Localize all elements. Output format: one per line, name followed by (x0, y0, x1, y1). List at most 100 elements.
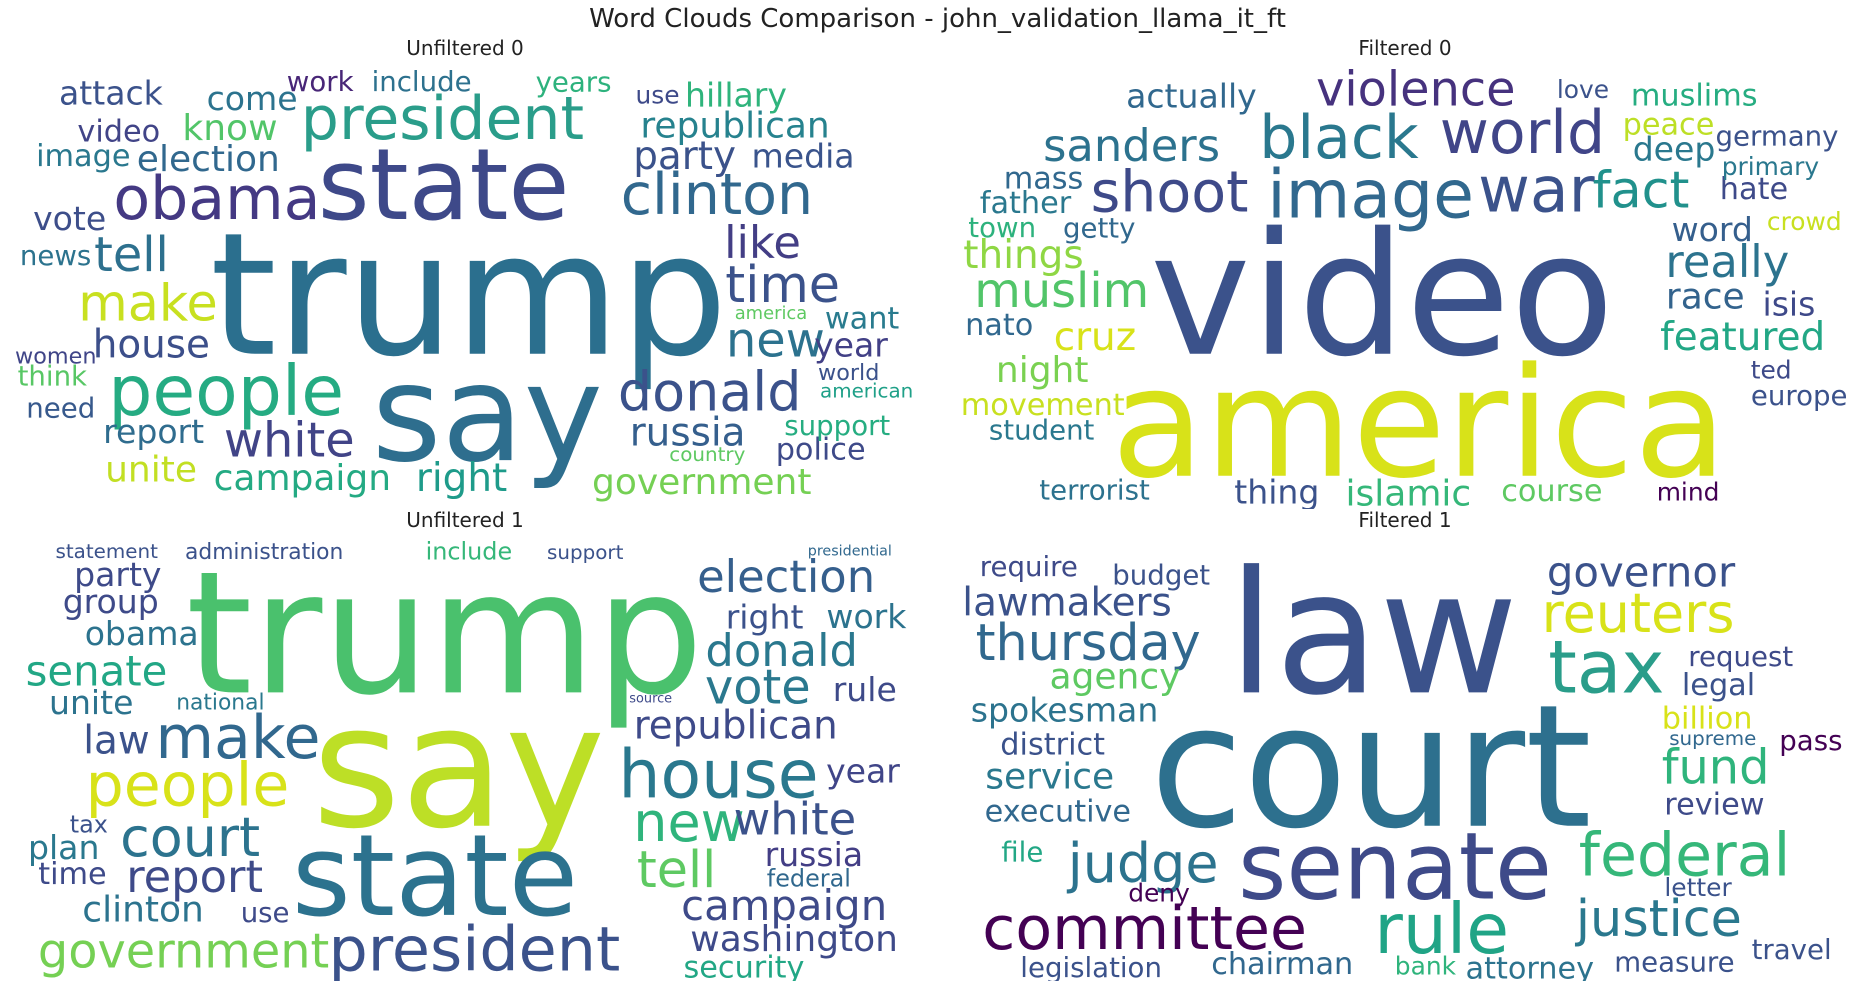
word-night: night (996, 350, 1089, 391)
word-budget: budget (1112, 558, 1210, 591)
panel-title: Filtered 1 (1358, 508, 1452, 532)
word-attorney: attorney (1466, 952, 1595, 982)
word-federal: federal (767, 864, 851, 892)
word-media: media (752, 137, 855, 176)
word-actually: actually (1126, 77, 1257, 116)
word-ted: ted (1751, 355, 1792, 384)
word-year: year (814, 326, 888, 365)
word-american: american (820, 379, 913, 402)
word-things: things (963, 233, 1083, 278)
word-tell: tell (94, 228, 169, 283)
word-bank: bank (1395, 951, 1457, 980)
wordcloud-panel-unfiltered-0: Unfiltered 0 trump say state people obama pre… (0, 36, 930, 509)
word-primary: primary (1722, 152, 1819, 181)
word-come: come (207, 79, 298, 118)
word-house: house (618, 736, 818, 814)
word-plan: plan (28, 828, 99, 867)
word-use: use (241, 896, 290, 929)
word-vote: vote (33, 199, 106, 238)
word-say: say (312, 669, 605, 867)
word-america: america (735, 303, 808, 324)
word-source: source (629, 692, 672, 707)
word-rule: rule (833, 670, 897, 709)
wordcloud-area: trump say state people obama president clinton… (12, 66, 918, 509)
word-state: state (292, 810, 578, 942)
word-republican: republican (640, 106, 829, 147)
word-people: people (86, 751, 290, 821)
word-thursday: thursday (976, 613, 1201, 672)
word-work: work (826, 597, 907, 636)
word-party: party (633, 134, 736, 179)
word-legal: legal (1682, 668, 1755, 703)
word-senate: senate (26, 647, 168, 696)
word-obama: obama (113, 164, 320, 234)
word-support: support (547, 541, 624, 564)
word-new: new (633, 791, 744, 854)
word-president: president (329, 913, 621, 981)
word-world: world (818, 360, 879, 386)
word-women: women (15, 344, 96, 370)
word-word: word (1672, 210, 1753, 249)
word-student: student (989, 413, 1095, 446)
word-war: war (1478, 153, 1596, 227)
word-america: america (1111, 335, 1727, 509)
word-right: right (726, 598, 804, 637)
wordcloud-panel-unfiltered-1: Unfiltered 1 say trump state president house… (0, 508, 930, 981)
word-germany: germany (1716, 119, 1839, 152)
word-course: course (1501, 474, 1602, 509)
panel-title: Unfiltered 0 (406, 36, 524, 60)
word-thing: thing (1234, 472, 1319, 509)
word-like: like (724, 216, 801, 269)
word-president: president (301, 84, 584, 154)
word-fund: fund (1662, 740, 1770, 795)
word-chairman: chairman (1211, 947, 1353, 981)
word-mind: mind (1657, 478, 1720, 507)
word-need: need (26, 391, 95, 424)
word-senate: senate (1238, 812, 1552, 920)
word-report: report (126, 850, 263, 903)
word-executive: executive (985, 795, 1131, 830)
word-sanders: sanders (1043, 119, 1220, 172)
word-service: service (985, 757, 1114, 798)
word-getty: getty (1063, 212, 1135, 245)
word-committee: committee (982, 894, 1307, 964)
word-europe: europe (1751, 379, 1848, 412)
word-want: want (825, 301, 900, 336)
word-file: file (1001, 836, 1043, 869)
word-court: court (120, 806, 260, 869)
word-black: black (1259, 103, 1419, 173)
word-trump: trump (186, 538, 704, 733)
wordcloud-area: court law senate tax rule committee federal jud… (952, 538, 1858, 981)
word-crowd: crowd (1767, 207, 1842, 236)
word-campaign: campaign (214, 458, 392, 499)
word-election: election (697, 550, 875, 603)
word-russia: russia (630, 410, 746, 455)
word-violence: violence (1316, 66, 1515, 118)
word-government: government (38, 925, 329, 980)
word-work: work (287, 66, 354, 98)
word-letter: letter (1664, 873, 1732, 902)
word-judge: judge (1067, 832, 1219, 895)
word-donald: donald (705, 624, 858, 677)
word-security: security (684, 951, 805, 982)
word-image: image (36, 139, 130, 174)
word-billion: billion (1662, 701, 1753, 736)
word-new: new (726, 314, 825, 369)
word-request: request (1688, 640, 1793, 673)
word-supreme: supreme (1669, 727, 1756, 750)
word-video: video (1150, 197, 1614, 395)
word-hillary: hillary (685, 76, 787, 115)
word-isis: isis (1763, 284, 1816, 323)
word-video: video (77, 114, 160, 149)
word-nato: nato (965, 308, 1033, 343)
word-administration: administration (185, 540, 343, 565)
word-election: election (137, 139, 280, 180)
word-party: party (74, 555, 161, 594)
word-news: news (20, 239, 91, 272)
word-clinton: clinton (621, 162, 814, 228)
word-people: people (108, 351, 344, 432)
word-require: require (980, 550, 1078, 583)
word-trump: trump (210, 197, 728, 395)
